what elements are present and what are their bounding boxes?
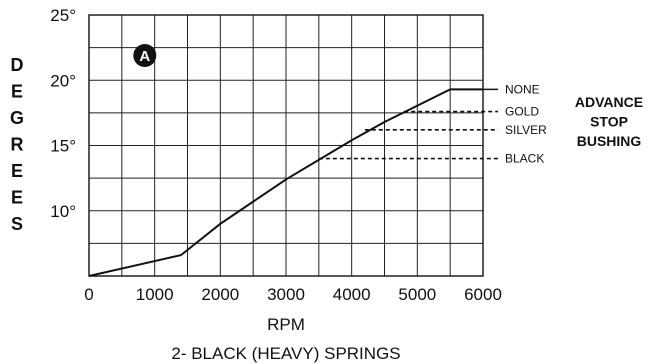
x-tick-label: 0: [84, 285, 93, 304]
badge-label: A: [139, 48, 150, 65]
x-axis-title: RPM: [267, 315, 305, 334]
legend-title-line: STOP: [590, 114, 628, 130]
x-tick-label: 6000: [464, 285, 502, 304]
advance-curve-line: [88, 88, 483, 277]
legend-title-line: ADVANCE: [575, 94, 643, 110]
chart-text: 25° 20° 15° 10° 0 1000 2000 3000 4000 5000 6000 D E G…: [10, 6, 643, 363]
x-tick-label: 2000: [201, 285, 239, 304]
y-tick-label: 15°: [50, 137, 76, 156]
y-tick-label: 20°: [50, 71, 76, 90]
y-tick-label: 25°: [50, 6, 76, 25]
x-tick-label: 3000: [267, 285, 305, 304]
y-tick-label: 10°: [50, 202, 76, 221]
chart-marks: [88, 43, 498, 277]
series-label-none: NONE: [505, 82, 540, 96]
series-label-gold: GOLD: [505, 105, 539, 119]
series-label-silver: SILVER: [505, 123, 547, 137]
plot-frame: [88, 14, 484, 277]
x-tick-label: 1000: [136, 285, 174, 304]
grid: [88, 14, 484, 277]
badge-circle: [133, 43, 157, 67]
legend-title-line: BUSHING: [577, 133, 642, 149]
series-label-black: BLACK: [505, 152, 544, 166]
x-tick-label: 5000: [398, 285, 436, 304]
x-tick-label: 4000: [333, 285, 371, 304]
chart-subtitle: 2- BLACK (HEAVY) SPRINGS: [171, 344, 400, 363]
